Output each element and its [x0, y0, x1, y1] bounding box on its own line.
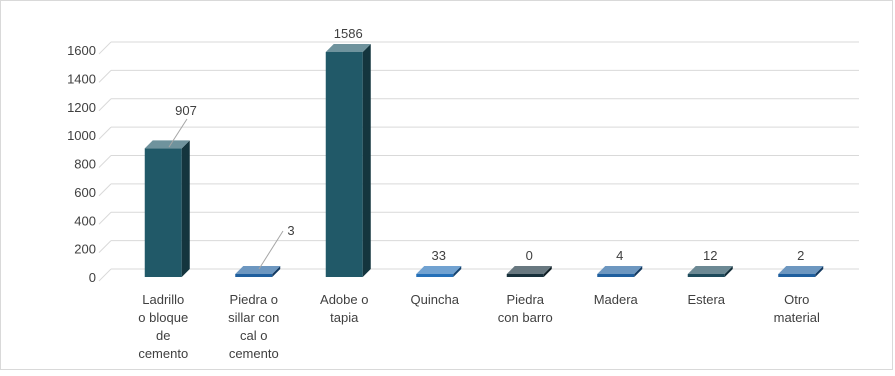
bar: [325, 43, 371, 277]
data-label: 4: [616, 248, 623, 263]
data-label: 1586: [334, 26, 363, 41]
x-tick-label: Otro material: [774, 292, 820, 325]
bar: [235, 266, 281, 277]
y-tick-label: 1000: [67, 128, 96, 143]
bar: [416, 266, 462, 277]
gridline-depth: [98, 183, 112, 197]
bar-front: [597, 274, 635, 277]
x-tick-label: Quincha: [411, 292, 460, 307]
bar-side: [815, 266, 824, 277]
x-tick-label: Piedra o sillar con cal o cemento: [228, 292, 279, 361]
bar-top: [144, 140, 190, 149]
y-tick-label: 1600: [67, 43, 96, 58]
bar-top: [597, 266, 643, 274]
gridline-depth: [98, 98, 112, 112]
gridline-depth: [98, 41, 112, 55]
data-label: 907: [175, 103, 197, 118]
bar: [778, 266, 824, 277]
bar-side: [453, 266, 462, 277]
bar-side: [543, 266, 552, 277]
bar-front: [778, 274, 816, 277]
data-labels: 907 3 1586 33 0 4 12 2: [168, 26, 804, 270]
bar-top: [416, 266, 462, 274]
x-tick-label: Ladrillo o bloque de cemento: [138, 292, 188, 361]
bar: [597, 266, 643, 277]
y-tick-label: 600: [74, 185, 96, 200]
x-tick-label: Madera: [594, 292, 639, 307]
gridline-depth: [98, 70, 112, 83]
data-label: 33: [432, 248, 446, 263]
gridlines: [98, 41, 859, 282]
data-label: 3: [287, 223, 294, 238]
bar: [506, 266, 552, 277]
bar-top: [325, 43, 371, 52]
bar-front: [416, 274, 454, 277]
data-label: 12: [703, 248, 717, 263]
bar-front: [144, 148, 182, 277]
bar-side: [634, 266, 643, 277]
bar-front: [235, 274, 273, 277]
bars: [144, 43, 824, 277]
bar-front: [325, 51, 363, 277]
y-tick-label: 200: [74, 242, 96, 257]
y-tick-label: 1200: [67, 100, 96, 115]
leader-line: [258, 230, 284, 270]
bar-side: [724, 266, 733, 277]
bar-top: [235, 266, 281, 274]
data-label: 0: [526, 248, 533, 263]
y-tick-label: 800: [74, 157, 96, 172]
bar-front: [506, 274, 544, 277]
bar-side: [362, 43, 371, 277]
y-axis-ticks: 0 200 400 600 800 1000 1200 1400 1600: [67, 43, 96, 285]
y-tick-label: 400: [74, 213, 96, 228]
bar-top: [778, 266, 824, 274]
x-axis-ticks: Ladrillo o bloque de cemento Piedra o sillar …: [138, 292, 820, 361]
gridline-depth: [98, 126, 112, 140]
gridline-depth: [98, 240, 112, 253]
data-label: 2: [797, 248, 804, 263]
y-tick-label: 0: [89, 270, 96, 285]
x-tick-label: Adobe o tapia: [320, 292, 368, 325]
leader-line: [168, 118, 188, 148]
bar-front: [687, 274, 725, 277]
bar: [687, 266, 733, 277]
y-tick-label: 1400: [67, 71, 96, 86]
bar-top: [687, 266, 733, 274]
bar-top: [506, 266, 552, 274]
bar-side: [272, 266, 281, 277]
x-tick-label: Estera: [687, 292, 725, 307]
gridline-depth: [98, 268, 112, 282]
gridline-depth: [98, 155, 112, 168]
bar: [144, 140, 190, 277]
x-tick-label: Piedra con barro: [498, 292, 553, 325]
bar-side: [181, 140, 190, 277]
gridline-depth: [98, 211, 112, 225]
